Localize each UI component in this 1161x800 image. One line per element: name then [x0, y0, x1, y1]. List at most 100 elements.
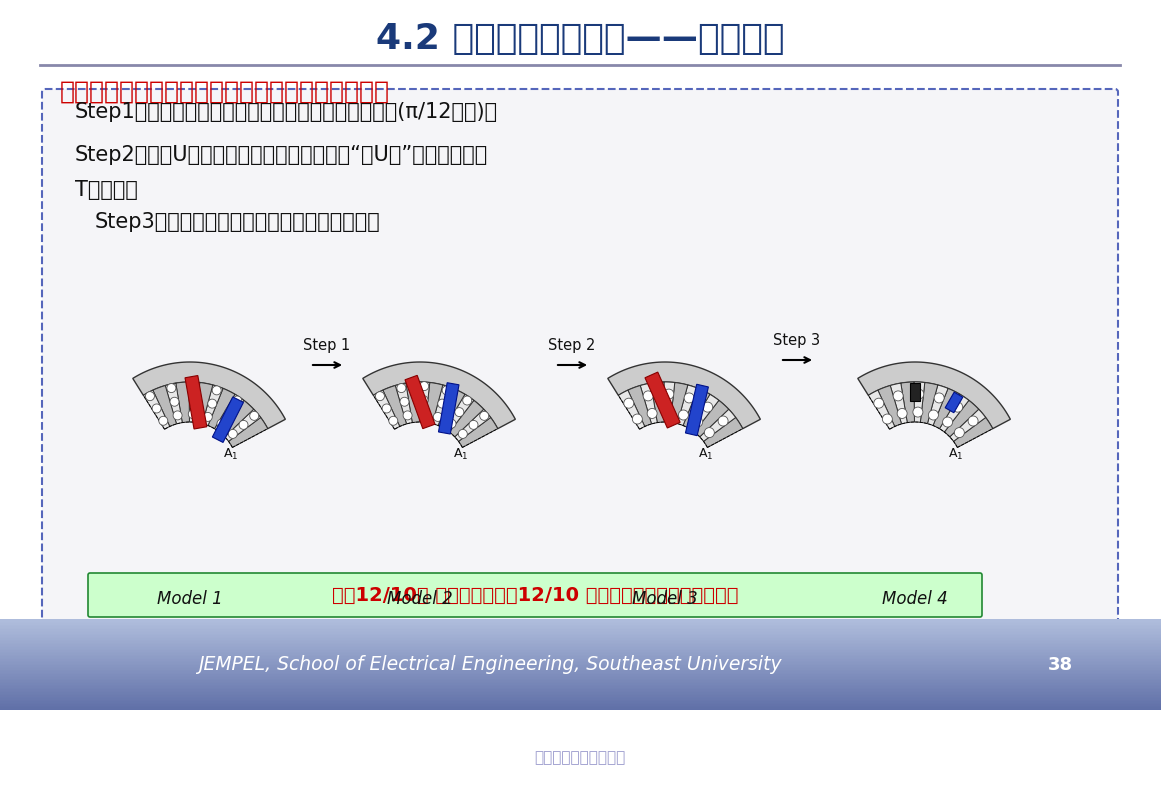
Circle shape	[968, 416, 978, 426]
Circle shape	[702, 402, 713, 412]
Polygon shape	[449, 400, 484, 437]
Bar	[0, 679, 1161, 682]
Polygon shape	[683, 389, 709, 429]
Bar	[0, 630, 1161, 632]
Polygon shape	[910, 383, 920, 401]
Polygon shape	[670, 382, 687, 424]
Bar	[0, 650, 1161, 653]
Circle shape	[479, 411, 489, 420]
Text: Step3：径向永磁体阵列长度缩短至轭部高度。: Step3：径向永磁体阵列长度缩短至轭部高度。	[95, 212, 381, 232]
Bar	[0, 670, 1161, 673]
Bar	[0, 705, 1161, 707]
Circle shape	[208, 399, 217, 408]
Bar	[0, 698, 1161, 701]
Circle shape	[212, 386, 222, 395]
Bar	[0, 635, 1161, 638]
Polygon shape	[432, 385, 453, 426]
Circle shape	[929, 410, 938, 420]
Bar	[0, 634, 1161, 637]
Polygon shape	[939, 394, 968, 432]
Circle shape	[647, 409, 657, 418]
Text: A$_1$: A$_1$	[949, 446, 964, 462]
Circle shape	[897, 409, 907, 418]
Circle shape	[403, 411, 412, 420]
Polygon shape	[914, 382, 925, 422]
Bar	[0, 682, 1161, 685]
Bar	[0, 659, 1161, 662]
Circle shape	[623, 398, 634, 408]
Circle shape	[401, 398, 409, 406]
Circle shape	[382, 404, 391, 413]
Circle shape	[239, 420, 248, 430]
Circle shape	[203, 413, 212, 422]
Polygon shape	[439, 382, 459, 434]
Polygon shape	[928, 385, 949, 426]
Circle shape	[442, 386, 452, 395]
Circle shape	[229, 430, 237, 438]
Circle shape	[953, 402, 962, 412]
Bar	[0, 625, 1161, 627]
Bar	[0, 678, 1161, 680]
Polygon shape	[419, 382, 430, 422]
Polygon shape	[208, 389, 235, 429]
Circle shape	[173, 411, 182, 420]
FancyBboxPatch shape	[42, 89, 1118, 625]
Text: A$_1$: A$_1$	[223, 446, 238, 462]
Polygon shape	[132, 362, 286, 429]
Bar	[0, 628, 1161, 630]
Bar	[0, 619, 1161, 622]
Polygon shape	[189, 382, 200, 422]
Bar	[0, 706, 1161, 709]
Bar	[0, 652, 1161, 654]
Circle shape	[189, 382, 199, 390]
Circle shape	[882, 414, 893, 424]
Text: 4.2 电机拓扑结构创新——具体操作: 4.2 电机拓扑结构创新——具体操作	[376, 22, 784, 56]
Circle shape	[189, 395, 199, 405]
Polygon shape	[175, 382, 189, 422]
Bar	[0, 638, 1161, 641]
Circle shape	[459, 430, 468, 438]
Polygon shape	[362, 362, 515, 429]
Bar	[0, 693, 1161, 695]
Bar	[0, 669, 1161, 671]
Text: A$_1$: A$_1$	[453, 446, 468, 462]
Polygon shape	[933, 389, 960, 429]
Circle shape	[678, 410, 688, 420]
Bar	[0, 674, 1161, 677]
Polygon shape	[944, 400, 979, 437]
Bar	[0, 673, 1161, 675]
Circle shape	[159, 416, 168, 426]
Circle shape	[684, 393, 694, 403]
Circle shape	[463, 396, 471, 405]
Circle shape	[693, 417, 702, 427]
Polygon shape	[700, 410, 736, 442]
Bar	[0, 637, 1161, 639]
Circle shape	[447, 419, 456, 428]
Bar	[0, 681, 1161, 683]
Polygon shape	[945, 392, 962, 413]
Text: 《电工技术学报》发布: 《电工技术学报》发布	[534, 750, 626, 766]
Text: T型铁心；: T型铁心；	[75, 180, 138, 200]
Text: Step 2: Step 2	[548, 338, 596, 353]
Circle shape	[943, 417, 952, 427]
Bar	[0, 707, 1161, 710]
Bar	[0, 647, 1161, 650]
Circle shape	[145, 392, 154, 401]
Bar	[0, 694, 1161, 697]
Bar	[0, 683, 1161, 686]
Polygon shape	[640, 383, 657, 424]
Text: Step 1: Step 1	[303, 338, 351, 353]
Text: Model 1: Model 1	[157, 590, 223, 608]
Polygon shape	[455, 410, 491, 442]
Text: A$_1$: A$_1$	[698, 446, 713, 462]
Polygon shape	[215, 394, 244, 432]
Text: 38: 38	[1047, 656, 1073, 674]
Polygon shape	[651, 382, 664, 422]
Polygon shape	[229, 418, 268, 447]
Circle shape	[170, 398, 179, 406]
Bar	[0, 649, 1161, 651]
Bar	[0, 646, 1161, 649]
Polygon shape	[195, 382, 212, 424]
Circle shape	[664, 389, 673, 399]
Circle shape	[232, 396, 241, 405]
